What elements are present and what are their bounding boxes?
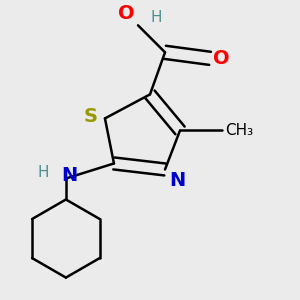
Text: H: H	[38, 165, 50, 180]
Text: N: N	[61, 166, 77, 185]
Text: O: O	[118, 4, 135, 23]
Text: S: S	[83, 107, 98, 126]
Text: H: H	[150, 10, 161, 25]
Text: N: N	[169, 171, 186, 190]
Text: CH₃: CH₃	[225, 123, 253, 138]
Text: O: O	[213, 49, 230, 68]
